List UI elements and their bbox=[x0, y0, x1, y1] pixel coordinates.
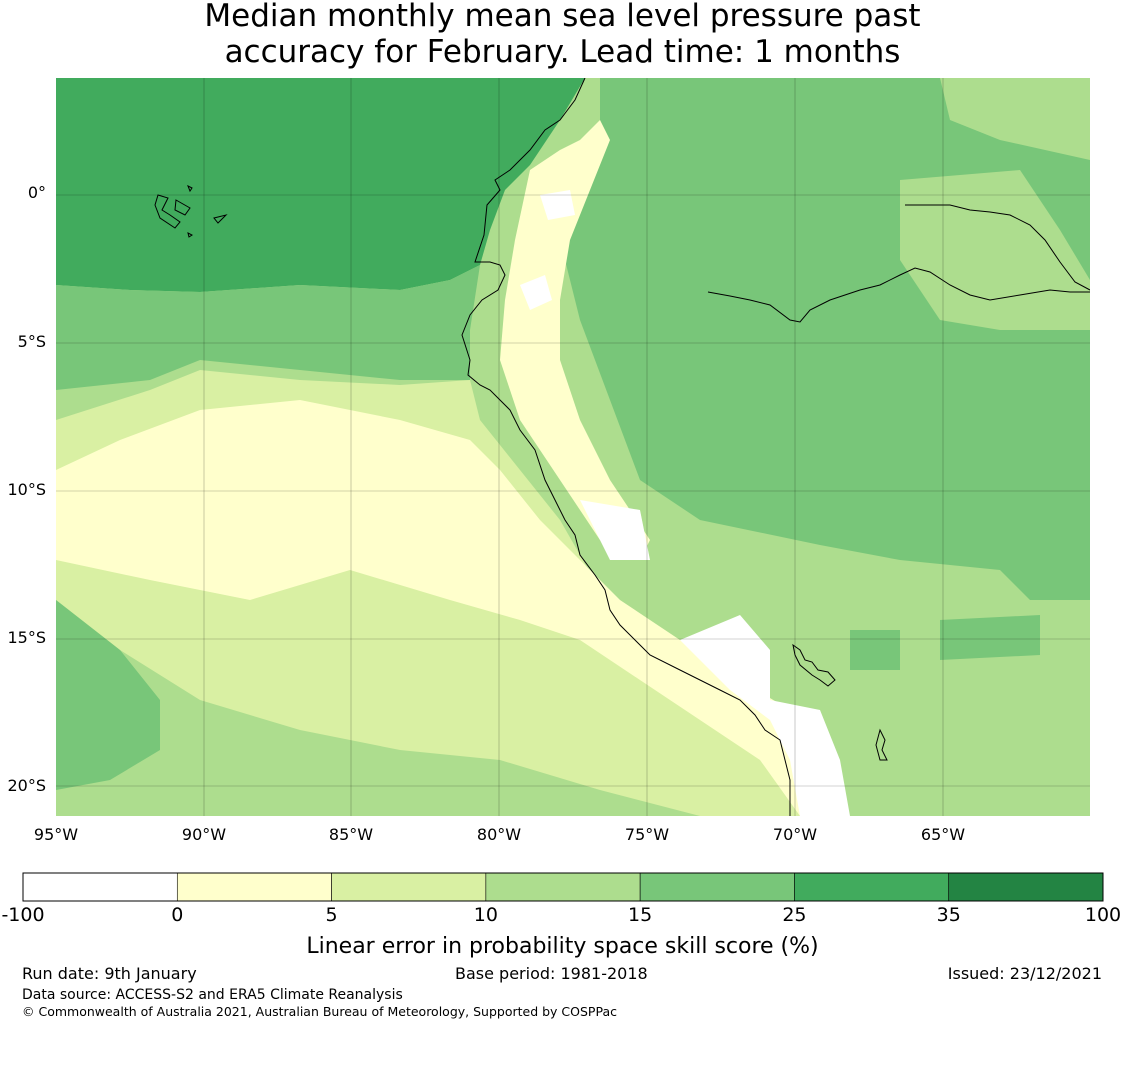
colorbar-tick-label: 5 bbox=[325, 904, 338, 926]
colorbar-tick-label: 0 bbox=[171, 904, 184, 926]
data-source: Data source: ACCESS-S2 and ERA5 Climate … bbox=[22, 987, 403, 1003]
copyright-notice: © Commonwealth of Australia 2021, Austra… bbox=[22, 1004, 617, 1019]
colorbar-segment-1 bbox=[176, 872, 332, 902]
colorbar-segment-3 bbox=[485, 872, 641, 902]
longitude-label-90w: 90°W bbox=[181, 825, 227, 844]
amazon-river bbox=[707, 267, 1090, 323]
longitude-label-75w: 75°W bbox=[624, 825, 670, 844]
skill-score-map bbox=[56, 78, 1090, 816]
moderate-skill-patch-southeast bbox=[850, 630, 900, 670]
moderate-skill-patch-east bbox=[940, 615, 1040, 660]
longitude-label-95w: 95°W bbox=[33, 825, 79, 844]
latitude-label-10s: 10°S bbox=[7, 480, 46, 499]
longitude-label-85w: 85°W bbox=[328, 825, 374, 844]
longitude-label-70w: 70°W bbox=[772, 825, 818, 844]
high-skill-region-north bbox=[56, 78, 585, 292]
longitude-label-80w: 80°W bbox=[476, 825, 522, 844]
colorbar-tick-label: 15 bbox=[628, 904, 653, 926]
low-skill-region-northeast bbox=[940, 78, 1090, 160]
latitude-label-0: 0° bbox=[27, 183, 46, 202]
colorbar-tick-label: 100 bbox=[1084, 904, 1122, 926]
low-skill-region-east bbox=[900, 170, 1090, 330]
moderate-skill-band bbox=[56, 265, 480, 390]
coastal-low-skill-streak bbox=[500, 120, 650, 560]
negative-skill-patch-4 bbox=[680, 615, 850, 816]
colorbar-tick-label: 35 bbox=[936, 904, 961, 926]
colorbar-segment-4 bbox=[639, 872, 795, 902]
colorbar-segment-6 bbox=[948, 872, 1104, 902]
amazon-branch-river bbox=[905, 204, 1090, 291]
run-date: Run date: 9th January bbox=[22, 964, 197, 983]
map-title-line-2: accuracy for February. Lead time: 1 mont… bbox=[224, 34, 901, 70]
moderate-skill-patch-southwest bbox=[56, 600, 160, 790]
colorbar-tick-label: -100 bbox=[1, 904, 45, 926]
latitude-label-5s: 5°S bbox=[17, 332, 46, 351]
negative-skill-patch-2 bbox=[540, 190, 575, 220]
south-america-coastline bbox=[461, 78, 791, 816]
near-zero-skill-core bbox=[56, 400, 840, 816]
base-period: Base period: 1981-2018 bbox=[455, 964, 648, 983]
map-graticule bbox=[56, 78, 1090, 816]
colorbar-segment-2 bbox=[331, 872, 487, 902]
lake-titicaca bbox=[792, 643, 836, 687]
map-title-line-1: Median monthly mean sea level pressure p… bbox=[204, 0, 921, 34]
colorbar-tick-label: 10 bbox=[473, 904, 498, 926]
lake-poopo bbox=[875, 728, 888, 761]
negative-skill-patch-1 bbox=[520, 275, 552, 310]
galapagos-islands bbox=[154, 184, 228, 238]
colorbar-label: Linear error in probability space skill … bbox=[306, 934, 819, 959]
issued-date: Issued: 23/12/2021 bbox=[947, 964, 1102, 983]
negative-skill-patch-3 bbox=[580, 500, 650, 560]
latitude-label-15s: 15°S bbox=[7, 628, 46, 647]
colorbar bbox=[22, 872, 1104, 902]
colorbar-segment-0 bbox=[22, 872, 178, 902]
colorbar-segment-5 bbox=[794, 872, 950, 902]
latitude-label-20s: 20°S bbox=[7, 776, 46, 795]
longitude-label-65w: 65°W bbox=[920, 825, 966, 844]
colorbar-tick-label: 25 bbox=[782, 904, 807, 926]
